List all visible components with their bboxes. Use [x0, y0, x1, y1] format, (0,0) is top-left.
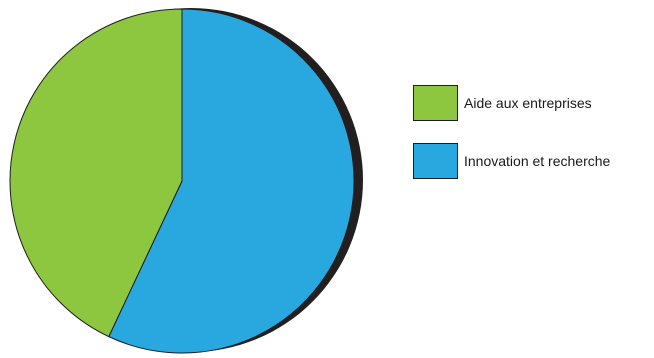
legend-swatch-aide-aux-entreprises — [413, 85, 458, 121]
legend-swatch-innovation-et-recherche — [413, 143, 458, 179]
legend-label-aide-aux-entreprises: Aide aux entreprises — [464, 95, 592, 111]
legend-item-innovation-et-recherche: Innovation et recherche — [413, 142, 610, 180]
pie-group — [9, 8, 363, 354]
pie-slice-aide-aux-entreprises — [9, 8, 183, 338]
pie-slice-innovation-et-recherche — [108, 8, 355, 354]
legend-label-innovation-et-recherche: Innovation et recherche — [464, 153, 611, 169]
legend-item-aide-aux-entreprises: Aide aux entreprises — [413, 84, 592, 122]
